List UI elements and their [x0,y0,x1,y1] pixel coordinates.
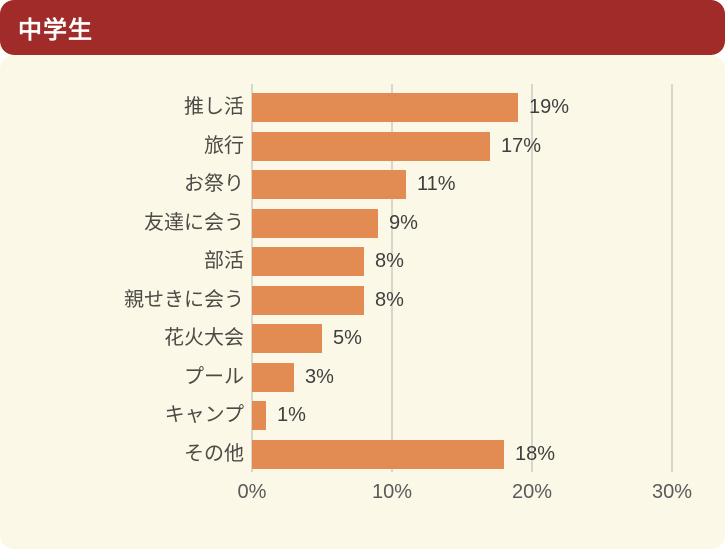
value-label: 18% [515,442,556,465]
gridline-20% [531,84,533,472]
bar [252,247,364,276]
x-tick-label: 0% [237,481,267,503]
header-banner: 中学生 [0,0,725,55]
value-label: 5% [333,327,362,349]
gridline-0% [251,84,253,472]
value-label: 8% [375,250,404,272]
bar [252,362,294,392]
page-title: 中学生 [18,17,93,44]
value-label: 9% [389,211,418,234]
category-label: お祭り [184,173,244,195]
category-label: キャンプ [164,404,244,426]
category-label: 旅行 [204,134,244,157]
value-label: 11% [417,173,456,195]
category-label: 花火大会 [164,327,244,349]
gridline-10% [391,84,393,472]
value-label: 8% [375,288,404,311]
bar [252,401,266,430]
category-label: 友達に会う [144,211,244,234]
category-label: 親せきに会う [124,288,244,311]
gridline-30% [671,84,673,472]
bar [252,439,504,469]
value-label: 1% [277,404,306,426]
value-label: 17% [501,134,542,157]
category-label: その他 [184,442,244,465]
x-tick-label: 10% [371,481,413,503]
category-label: 推し活 [184,96,244,118]
bar [252,285,364,315]
bar [252,93,518,122]
x-tick-label: 20% [511,481,553,503]
value-label: 3% [305,365,334,388]
bar [252,324,322,353]
bar [252,170,406,199]
bar [252,131,490,161]
bar [252,208,378,238]
x-tick-label: 30% [651,481,693,503]
category-label: 部活 [204,250,244,272]
value-label: 19% [529,96,570,118]
category-label: プール [184,365,244,388]
